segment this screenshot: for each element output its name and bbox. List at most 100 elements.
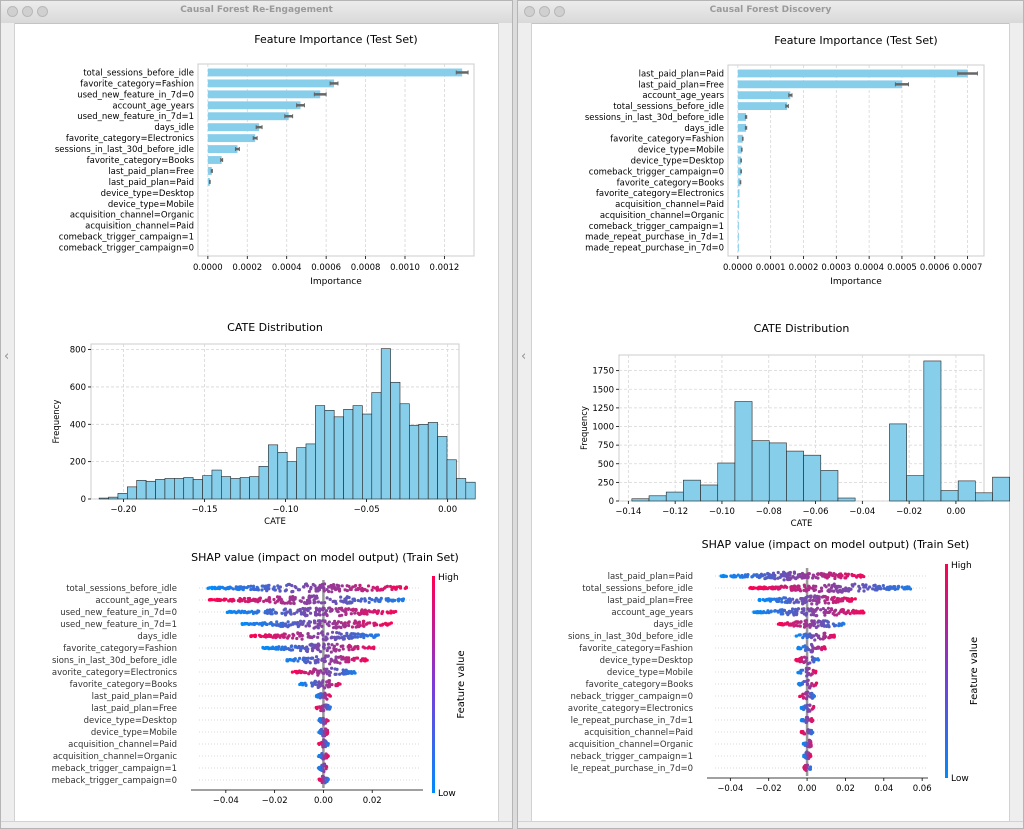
shap-point xyxy=(343,657,347,661)
chevron-left-icon[interactable]: ‹ xyxy=(521,349,527,364)
bottom-bar xyxy=(518,821,1023,828)
shap-point xyxy=(330,635,334,639)
shap-point xyxy=(847,599,851,603)
shap-point xyxy=(256,610,260,614)
fi-category-label: favorite_category=Fashion xyxy=(610,135,724,145)
right-sidebar-handle[interactable] xyxy=(1009,23,1023,828)
shap-point xyxy=(323,659,327,663)
right-sidebar-handle[interactable] xyxy=(498,23,512,828)
shap-point xyxy=(252,598,256,602)
shap-point xyxy=(335,642,339,646)
shap-point xyxy=(210,585,214,590)
left-sidebar-handle[interactable]: ‹ xyxy=(518,23,532,828)
close-button[interactable] xyxy=(7,6,18,17)
fi-category-label: acquisition_channel=Organic xyxy=(600,211,724,221)
shap-point xyxy=(326,632,330,636)
shap-point xyxy=(755,610,759,615)
shap-point xyxy=(341,668,345,672)
shap-point xyxy=(850,609,854,614)
fi-bar xyxy=(207,156,222,164)
close-button[interactable] xyxy=(524,6,535,17)
shap-point xyxy=(875,588,879,592)
fi-category-label: sessions_in_last_30d_before_idle xyxy=(55,145,194,155)
shap-point xyxy=(860,574,864,578)
shap-point xyxy=(844,586,848,590)
shap-point xyxy=(833,599,838,603)
hist-y-tick-label: 1500 xyxy=(592,385,614,395)
shap-point xyxy=(785,577,790,581)
shap-point xyxy=(334,625,338,629)
shap-point xyxy=(780,600,784,604)
shap-feature-label: account_age_years xyxy=(95,596,177,606)
shap-point xyxy=(827,583,831,587)
shap-point xyxy=(250,622,254,626)
shap-point xyxy=(804,656,809,660)
shap-point xyxy=(785,585,789,589)
minimize-button[interactable] xyxy=(22,6,33,17)
shap-point xyxy=(830,573,835,578)
fi-category-label: total_sessions_before_idle xyxy=(83,68,194,78)
shap-point xyxy=(378,599,382,603)
shap-point xyxy=(263,633,267,638)
shap-point xyxy=(279,600,284,604)
shap-point xyxy=(325,667,329,671)
fi-bar xyxy=(737,69,968,78)
shap-point xyxy=(788,622,792,626)
shap-point xyxy=(322,589,326,593)
shap-point xyxy=(837,611,841,615)
shap-point xyxy=(296,659,300,663)
fi-bar xyxy=(737,243,739,252)
shap-point xyxy=(864,583,868,587)
hist-y-tick-label: 250 xyxy=(598,478,614,488)
shap-point xyxy=(305,645,309,649)
shap-x-tick-label: 0.06 xyxy=(913,784,932,794)
shap-feature-label: device_type=Mobile xyxy=(607,668,693,678)
shap-point xyxy=(322,643,326,647)
shap-point xyxy=(801,729,805,734)
fi-bar xyxy=(737,123,747,132)
shap-point xyxy=(301,596,305,600)
shap-point xyxy=(809,695,813,699)
shap-point xyxy=(294,586,298,590)
shap-point xyxy=(811,706,815,710)
fi-bar xyxy=(207,167,212,175)
shap-point xyxy=(310,635,314,640)
shap-point xyxy=(322,722,326,726)
chevron-left-icon[interactable]: ‹ xyxy=(4,349,10,364)
zoom-button[interactable] xyxy=(37,6,48,17)
hist-bar xyxy=(456,478,467,500)
shap-point xyxy=(804,659,808,663)
shap-point xyxy=(801,707,806,712)
shap-point xyxy=(356,598,360,603)
minimize-button[interactable] xyxy=(539,6,550,17)
shap-point xyxy=(216,598,221,602)
hist-bar xyxy=(751,440,770,502)
fi-category-label: comeback_trigger_campaign=1 xyxy=(589,222,724,232)
zoom-button[interactable] xyxy=(554,6,565,17)
hist-x-tick-label: −0.02 xyxy=(896,507,922,517)
shap-point xyxy=(278,635,282,639)
shap-point xyxy=(339,606,343,610)
hist-y-tick-label: 800 xyxy=(70,346,86,356)
shap-point xyxy=(314,587,318,591)
shap-point xyxy=(268,621,272,626)
left-sidebar-handle[interactable]: ‹ xyxy=(1,23,15,828)
fi-bar xyxy=(737,189,740,198)
shap-point xyxy=(330,590,334,594)
fi-x-tick-label: 0.0000 xyxy=(723,263,753,273)
shap-point xyxy=(240,621,244,626)
shap-point xyxy=(355,621,359,625)
shap-point xyxy=(375,623,379,627)
colorbar-high-label: High xyxy=(438,573,459,583)
shap-point xyxy=(305,584,310,588)
shap-point xyxy=(793,587,797,591)
hist-y-tick-label: 600 xyxy=(70,383,86,393)
shap-point xyxy=(300,637,304,641)
shap-point xyxy=(790,607,795,611)
shap-point xyxy=(810,619,814,623)
shap-point xyxy=(839,599,843,603)
shap-point xyxy=(808,661,812,665)
fi-bar xyxy=(737,156,742,165)
shap-point xyxy=(347,636,351,641)
shap-point xyxy=(831,622,835,626)
